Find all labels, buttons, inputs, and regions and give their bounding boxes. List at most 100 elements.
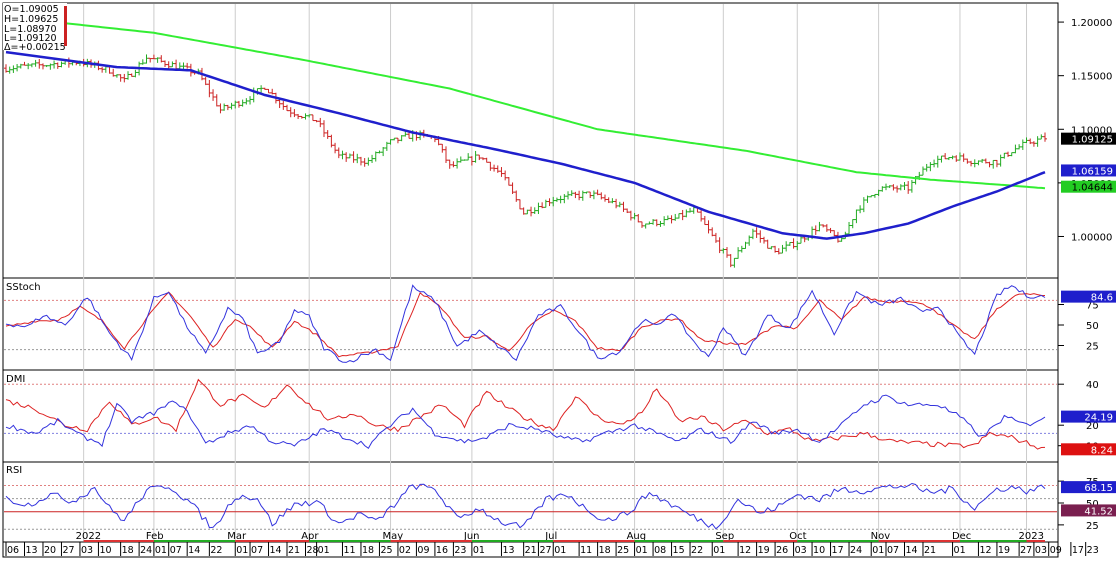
day-label: 12 (739, 545, 751, 556)
day-label: 03 (795, 545, 807, 556)
day-label: 01 (713, 545, 725, 556)
grid-layer (4, 4, 1057, 541)
day-label: 10 (813, 545, 825, 556)
day-label: 03 (1035, 545, 1047, 556)
day-label: 17 (832, 545, 844, 556)
dmi-minus-tag-bg (1061, 443, 1116, 456)
moving-averages (5, 15, 1046, 240)
day-label: 01 (318, 545, 330, 556)
day-label: 11 (343, 545, 355, 556)
day-label: 21 (525, 545, 537, 556)
day-label: 13 (25, 545, 37, 556)
ma-long-tag: 1.04644 (1072, 183, 1113, 194)
price-candles (4, 54, 1047, 268)
stoch-panel-frame (2, 277, 1059, 371)
day-label: 07 (251, 545, 263, 556)
day-label: 01 (236, 545, 248, 556)
month-label: Sep (715, 531, 734, 542)
day-label: 01 (473, 545, 485, 556)
month-label: Apr (301, 531, 319, 542)
day-label: 21 (288, 545, 300, 556)
ma-short-line (5, 50, 1046, 240)
day-label: 27 (1020, 545, 1032, 556)
day-label: 20 (44, 545, 56, 556)
day-label: 03 (81, 545, 93, 556)
day-label: 01 (155, 545, 167, 556)
month-label: 2022 (76, 531, 101, 542)
ohlc-candle-marker (64, 6, 67, 46)
indicator-tick-label: 20 (1086, 421, 1099, 432)
month-label: Aug (627, 531, 647, 542)
price-last-tag-bg (1061, 132, 1116, 145)
day-label: 18 (122, 545, 134, 556)
month-label: Oct (789, 531, 806, 542)
day-label: 23 (1087, 545, 1099, 556)
month-label: Jun (463, 531, 480, 542)
day-label: 06 (7, 545, 19, 556)
price-tick-label: 1.15000 (1071, 72, 1112, 83)
indicator-lines (5, 284, 1046, 530)
ohlc-info-box: O=1.09005 H=1.09625 L=1.08970 L=1.09120 … (3, 3, 67, 53)
day-label: 18 (362, 545, 374, 556)
day-label: 16 (436, 545, 448, 556)
day-label: 18 (599, 545, 611, 556)
day-label: 26 (776, 545, 788, 556)
ohlc-open: O=1.09005 (4, 4, 59, 15)
indicator-tick-label: 25 (1086, 342, 1099, 353)
stoch-d-line (5, 291, 1046, 358)
day-label: 01 (954, 545, 966, 556)
day-label: 01 (554, 545, 566, 556)
day-label: 01 (636, 545, 648, 556)
dmi-plus-tag: 24.19 (1084, 413, 1113, 424)
dmi-panel-label: DMI (6, 374, 25, 385)
day-label: 08 (654, 545, 666, 556)
day-label: 14 (188, 545, 200, 556)
rsi-secondary-tag: 41.52 (1084, 506, 1113, 517)
axes-labels: 1.200001.150001.100001.050001.0000075502… (5, 18, 1112, 556)
dmi-panel-frame (2, 369, 1059, 463)
rsi-value-tag: 68.15 (1084, 483, 1113, 494)
day-label: 13 (502, 545, 514, 556)
ma-long-tag-bg (1061, 180, 1116, 193)
month-label: Mar (227, 531, 247, 542)
stoch-k-line (5, 284, 1046, 363)
day-label: 10 (99, 545, 111, 556)
price-last-tag: 1.09125 (1072, 135, 1113, 146)
month-label: Nov (871, 531, 891, 542)
ohlc-change: Δ=+0.00215 (4, 42, 66, 53)
rsi-panel-label: RSI (6, 465, 22, 476)
rsi-line (5, 482, 1046, 530)
day-label: 24 (140, 545, 152, 556)
month-label: Dec (952, 531, 971, 542)
ma-short-tag: 1.06159 (1072, 166, 1113, 177)
rsi-value-tag-bg (1061, 481, 1116, 494)
day-label: 22 (691, 545, 703, 556)
indicator-tick-label: 75 (1086, 301, 1099, 312)
value-tags: 1.09125 1.06159 1.04644 84.6 24.19 8.24 68.15 4… (1061, 132, 1116, 517)
month-label: 2023 (1019, 531, 1044, 542)
day-label: 21 (924, 545, 936, 556)
day-label: 14 (905, 545, 917, 556)
day-label: 24 (850, 545, 862, 556)
price-tick-label: 1.10000 (1071, 125, 1112, 136)
ma-long-line (5, 15, 1046, 190)
day-label: 25 (380, 545, 392, 556)
day-label: 27 (539, 545, 551, 556)
day-label: 23 (454, 545, 466, 556)
month-label: May (383, 531, 404, 542)
stoch-value-tag-bg (1061, 290, 1116, 303)
day-label: 27 (62, 545, 74, 556)
day-label: 14 (270, 545, 282, 556)
day-label: 01 (872, 545, 884, 556)
day-label: 07 (887, 545, 899, 556)
dmi-plus-line (5, 394, 1046, 450)
day-label: 09 (1050, 545, 1062, 556)
price-tick-label: 1.20000 (1071, 18, 1112, 29)
price-tick-label: 1.00000 (1071, 232, 1112, 243)
ohlc-low: L=1.08970 (4, 24, 57, 35)
indicator-tick-label: 50 (1086, 321, 1099, 332)
day-label: 17 (1072, 545, 1084, 556)
day-label: 25 (617, 545, 629, 556)
dmi-plus-tag-bg (1061, 410, 1116, 423)
